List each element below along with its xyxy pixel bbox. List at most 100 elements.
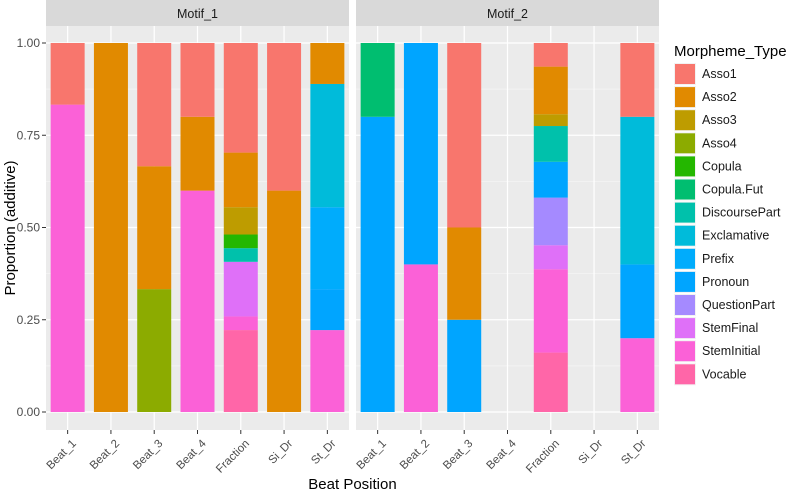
legend-key-swatch <box>675 179 695 200</box>
legend-item: StemFinal <box>674 317 758 340</box>
bar-segment-asso2 <box>223 152 258 208</box>
bar-segment-asso2 <box>180 116 215 191</box>
x-tick-label: Beat_1 <box>45 438 79 472</box>
bar-segment-pronoun <box>310 289 345 331</box>
x-tick-label: St_Dr <box>309 438 338 467</box>
legend-label: DiscoursePart <box>702 206 781 220</box>
x-tick-label: Fraction <box>524 438 562 476</box>
bar-segment-copula <box>223 234 258 249</box>
x-tick-label: Si_Dr <box>576 438 605 467</box>
bar-segment-steminitial <box>50 104 85 413</box>
bar-segment-steminitial <box>310 330 345 412</box>
legend-label: Asso3 <box>702 113 737 127</box>
bar-segment-stemfinal <box>223 261 258 317</box>
legend: Morpheme_Type Asso1 Asso2 Asso3 Asso4 Copula… <box>674 43 787 386</box>
bar-segment-asso2 <box>310 43 345 84</box>
legend-label: QuestionPart <box>702 298 775 312</box>
x-tick-label: St_Dr <box>619 438 648 467</box>
legend-item: Prefix <box>674 247 735 270</box>
legend-key-swatch <box>675 202 695 223</box>
y-tick-label: 0.50 <box>17 221 41 235</box>
legend-label: Asso4 <box>702 136 737 150</box>
legend-key-swatch <box>675 225 695 246</box>
bar-segment-asso1 <box>137 43 172 167</box>
bar-segment-steminitial <box>620 338 655 412</box>
legend-label: Asso1 <box>702 67 737 81</box>
bar-segment-pronoun <box>403 43 438 265</box>
bar-segment-asso1 <box>223 43 258 153</box>
bar-segment-steminitial <box>403 264 438 412</box>
legend-key-swatch <box>675 64 695 84</box>
y-tick-label: 0.75 <box>17 128 41 142</box>
bar-segment-asso3 <box>533 114 568 127</box>
legend-item: QuestionPart <box>674 294 775 316</box>
legend-label: Asso2 <box>702 90 737 104</box>
legend-label: Copula <box>702 159 742 173</box>
bar-segment-asso1 <box>180 43 215 117</box>
legend-label: Copula.Fut <box>702 183 764 197</box>
legend-key-swatch <box>675 133 695 154</box>
bar-segment-pronoun <box>620 264 655 339</box>
bar-segment-vocable <box>223 330 258 412</box>
legend-key-swatch <box>675 248 695 269</box>
legend-label: StemInitial <box>702 344 760 358</box>
x-tick-label: Si_Dr <box>266 438 295 467</box>
legend-item: Exclamative <box>674 224 769 247</box>
legend-label: StemFinal <box>702 321 758 335</box>
legend-key-swatch <box>675 341 695 362</box>
bar-segment-asso1 <box>533 43 568 67</box>
bar-segment-pronoun <box>447 319 482 412</box>
legend-key-swatch <box>675 318 695 339</box>
legend-item: Copula.Fut <box>674 178 764 201</box>
bar-segment-asso2 <box>533 66 568 115</box>
facet-panel: Motif_2 <box>356 0 659 430</box>
legend-item: Asso4 <box>674 132 737 155</box>
x-axis: Beat_1 Beat_2 Beat_3 Beat_4 Fraction Si_Dr St_… <box>45 430 649 476</box>
bar-segment-discoursepart <box>533 126 568 162</box>
bar-segment-prefix <box>310 207 345 290</box>
bar-segment-asso3 <box>223 207 258 235</box>
x-tick-label: Beat_4 <box>174 437 209 472</box>
bar-segment-asso2 <box>137 166 172 290</box>
x-tick-label: Beat_4 <box>484 437 519 472</box>
legend-title: Morpheme_Type <box>674 43 787 60</box>
bar-segment-steminitial <box>180 190 215 412</box>
x-tick-label: Beat_2 <box>88 438 122 472</box>
y-tick-label: 1.00 <box>17 36 41 50</box>
bar-segment-pronoun <box>360 116 395 413</box>
legend-key-swatch <box>675 271 695 292</box>
y-tick-label: 0.00 <box>17 405 41 419</box>
facet-panels: Motif_1 Motif_2 <box>46 0 659 430</box>
bar-segment-asso1 <box>50 43 85 105</box>
x-tick-label: Beat_2 <box>398 438 432 472</box>
x-tick-label: Fraction <box>214 438 252 476</box>
legend-item: Asso2 <box>674 86 737 109</box>
bar-segment-stemfinal <box>533 245 568 270</box>
bar-segment-exclamative <box>620 116 655 265</box>
y-axis-title: Proportion (additive) <box>2 160 19 295</box>
legend-key-swatch <box>675 87 695 108</box>
x-axis-title: Beat Position <box>308 476 396 493</box>
bar-segment-asso2 <box>93 43 128 412</box>
legend-item: Vocable <box>674 363 747 386</box>
y-tick-label: 0.25 <box>17 313 41 327</box>
bar-segment-asso2 <box>447 227 482 320</box>
bar-segment-pronoun <box>533 161 568 198</box>
legend-item: Asso3 <box>674 109 737 132</box>
legend-label: Vocable <box>702 367 747 381</box>
legend-item: Asso1 <box>674 63 737 85</box>
facet-strip-label: Motif_2 <box>487 7 528 21</box>
facet-strip-label: Motif_1 <box>177 7 218 21</box>
bar-segment-steminitial <box>223 316 258 331</box>
facet-strip <box>46 0 349 26</box>
legend-key-swatch <box>675 364 695 385</box>
facet-panel: Motif_1 <box>46 0 349 430</box>
x-tick-label: Beat_3 <box>441 438 475 472</box>
bar-segment-copula-fut <box>360 43 395 117</box>
legend-key-swatch <box>675 156 695 177</box>
legend-label: Prefix <box>702 252 735 266</box>
y-axis: 0.00 0.25 0.50 0.75 1.00 <box>17 36 46 419</box>
bar-segment-questionpart <box>533 197 568 246</box>
legend-item: StemInitial <box>674 340 760 363</box>
